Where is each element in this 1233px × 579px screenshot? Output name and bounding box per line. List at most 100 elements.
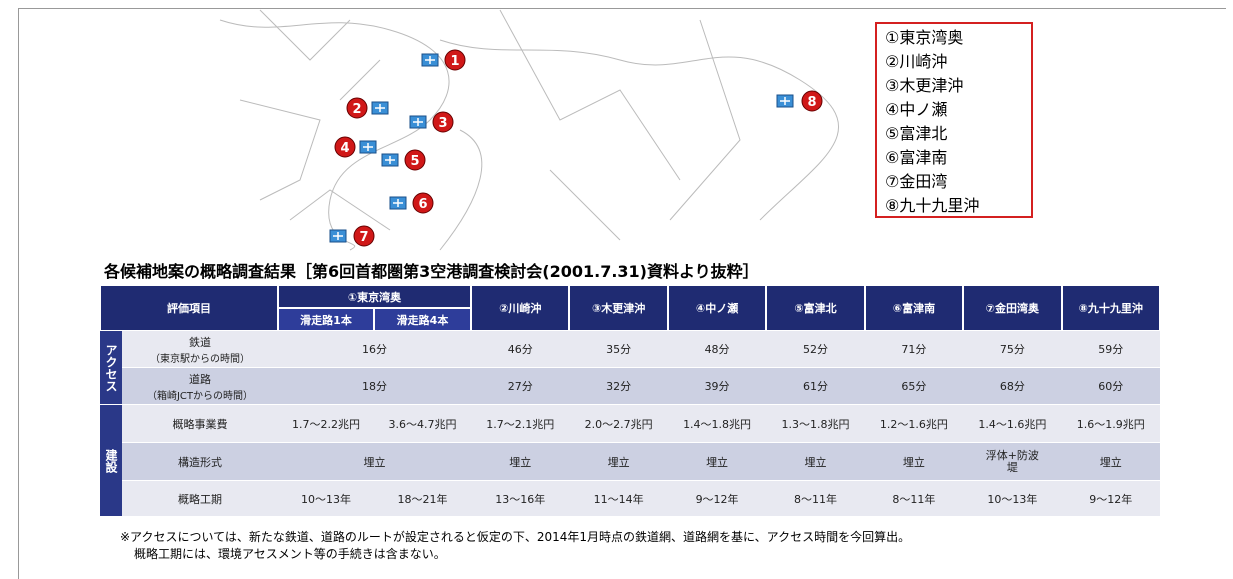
cell: 浮体+防波堤 [963,443,1062,481]
marker-label: 7 [359,230,368,245]
marker-circle [801,90,823,112]
page: 1 2 3 4 5 6 7 8 ①東京湾奥 ②川崎沖 ③木更津沖 ④中ノ瀬 ⑤富津北 ⑥富津南… [18,8,1226,579]
cell: 埋立 [471,443,570,481]
cell: 埋立 [864,443,964,481]
cell: 16分 [278,331,472,368]
marker: 6 [389,192,434,214]
cell: 1.7～2.2兆円 [278,405,374,443]
cell: 35分 [569,331,668,368]
cell: 1.2～1.6兆円 [864,405,964,443]
sublabel: （東京駅からの時間） [150,353,250,365]
footnote: ※アクセスについては、新たな鉄道、道路のルートが設定されると仮定の下、2014年… [120,530,911,544]
cell: 60分 [1061,368,1160,405]
row-label: 構造形式 [122,443,278,481]
header-cell: 滑走路1本 [278,308,374,331]
marker-circle [412,192,434,214]
cell: 9～12年 [1061,481,1160,517]
cell: 68分 [963,368,1062,405]
cell: 10～13年 [963,481,1062,517]
cell: 59分 [1061,331,1160,368]
marker-circle [444,49,466,71]
marker-label: 2 [352,102,361,117]
marker: 1 [421,49,466,71]
legend: ①東京湾奥 ②川崎沖 ③木更津沖 ④中ノ瀬 ⑤富津北 ⑥富津南 ⑦金田湾 ⑧九十… [875,22,1033,218]
marker-circle [432,111,454,133]
cell: 13～16年 [471,481,570,517]
airport-glyph [385,156,395,164]
header-cell: 評価項目 [100,285,278,331]
marker-label: 4 [340,141,349,156]
group-cell: 建設 [100,405,122,517]
cell: 1.3～1.8兆円 [766,405,865,443]
airport-glyph [363,143,373,151]
header-cell: ⑦金田湾奥 [963,285,1062,331]
marker-label: 6 [418,197,427,212]
marker-circle [334,136,356,158]
marker: 3 [409,111,454,133]
frame [18,8,1226,579]
airport-glyph [425,56,435,64]
legend-item: ⑤富津北 [885,124,948,143]
cell: 8～11年 [766,481,865,517]
cell: 32分 [569,368,668,405]
airport-glyph [413,118,423,126]
cell: 65分 [864,368,964,405]
header-cell: ③木更津沖 [569,285,668,331]
sublabel: （箱崎JCTからの時間） [146,390,254,402]
row-label: 概略事業費 [122,405,278,443]
marker-label: 8 [807,95,816,110]
header-cell: ②川崎沖 [471,285,570,331]
cell: 11～14年 [569,481,668,517]
legend-item: ①東京湾奥 [885,28,964,47]
label: 道路 [189,372,211,386]
cell: 1.4～1.8兆円 [667,405,767,443]
legend-item: ⑦金田湾 [885,172,948,191]
cell: 18分 [278,368,472,405]
cell: 8～11年 [864,481,964,517]
cell: 埋立 [1061,443,1160,481]
cell: 71分 [864,331,964,368]
airport-glyph [333,232,343,240]
marker: 7 [329,225,375,247]
cell: 埋立 [278,443,472,481]
cell: 18～21年 [374,481,472,517]
row-label: 鉄道 （東京駅からの時間） [122,331,278,368]
header-cell: ⑤富津北 [766,285,865,331]
marker: 2 [346,97,389,119]
marker-circle [346,97,368,119]
legend-item: ④中ノ瀬 [885,100,948,119]
marker-circle [404,149,426,171]
footnotes: ※アクセスについては、新たな鉄道、道路のルートが設定されると仮定の下、2014年… [120,529,910,563]
cell: 27分 [471,368,570,405]
cell: 1.4～1.6兆円 [963,405,1062,443]
marker: 4 [334,136,377,158]
cell: 52分 [766,331,865,368]
cell: 46分 [471,331,570,368]
cell: 9～12年 [667,481,767,517]
legend-item: ③木更津沖 [885,76,964,95]
header-cell: ①東京湾奥 [278,285,472,308]
cell: 1.7～2.1兆円 [471,405,570,443]
row-label: 概略工期 [122,481,278,517]
cell: 2.0～2.7兆円 [569,405,668,443]
cell: 埋立 [667,443,767,481]
map: 1 2 3 4 5 6 7 8 [219,9,839,251]
cell: 75分 [963,331,1062,368]
marker: 8 [776,90,823,112]
airport-glyph [375,104,385,112]
legend-item: ②川崎沖 [885,52,948,71]
legend-item: ⑥富津南 [885,148,948,167]
cell: 10～13年 [278,481,374,517]
marker-label: 1 [450,54,459,69]
cell: 48分 [667,331,767,368]
footnote: 概略工期には、環境アセスメント等の手続きは含まない。 [134,547,446,561]
cell: 埋立 [766,443,865,481]
marker-label: 5 [410,154,419,169]
cell: 39分 [667,368,767,405]
header-cell: ⑧九十九里沖 [1061,285,1160,331]
cell: 埋立 [569,443,668,481]
label: 鉄道 [189,335,211,349]
header-cell: ④中ノ瀬 [667,285,767,331]
airport-glyph [780,97,790,105]
legend-item: ⑧九十九里沖 [885,196,980,215]
